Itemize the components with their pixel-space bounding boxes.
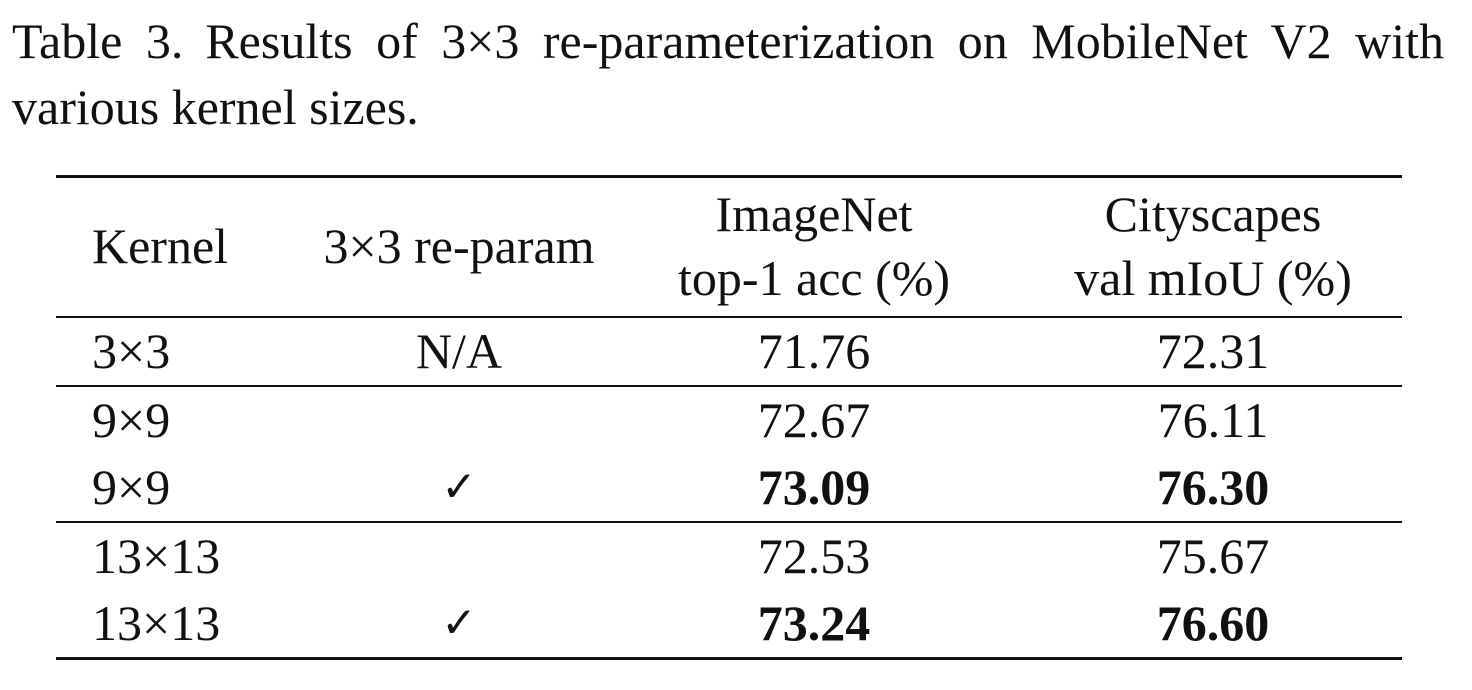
cell-cityscapes-miou: 72.31 [1156,323,1270,379]
table-row: 13×13 72.53 75.67 [56,522,1402,590]
header-imagenet-line1: ImageNet [715,186,913,242]
cell-kernel: 13×13 [92,595,221,651]
caption-text: Results of 3×3 re-parameterization on Mo… [12,13,1445,135]
results-table: Kernel 3×3 re-param ImageNet top-1 acc (… [56,175,1402,660]
checkmark-icon: ✓ [441,462,477,511]
table-row: 3×3 N/A 71.76 72.31 [56,317,1402,386]
header-cityscapes-line1: Cityscapes [1104,186,1322,242]
cell-kernel: 9×9 [92,392,171,448]
cell-kernel: 9×9 [92,459,171,515]
cell-imagenet-acc: 71.76 [757,323,871,379]
results-table-container: Kernel 3×3 re-param ImageNet top-1 acc (… [56,175,1402,660]
table-caption: Table 3. Results of 3×3 re-parameterizati… [12,8,1444,140]
header-imagenet-line2: top-1 acc (%) [677,250,951,306]
cell-imagenet-acc: 73.09 [757,459,871,515]
table-row: 9×9 ✓ 73.09 76.30 [56,454,1402,522]
header-kernel: Kernel [92,218,229,274]
header-cityscapes: Cityscapes val mIoU (%) [1024,177,1402,318]
cell-reparam [314,522,604,590]
cell-cityscapes-miou: 75.67 [1156,528,1270,584]
table-row: 13×13 ✓ 73.24 76.60 [56,590,1402,659]
table-row: 9×9 72.67 76.11 [56,386,1402,454]
header-imagenet: ImageNet top-1 acc (%) [604,177,1024,318]
cell-kernel: 13×13 [92,528,221,584]
cell-cityscapes-miou: 76.60 [1156,595,1270,651]
table-header: Kernel 3×3 re-param ImageNet top-1 acc (… [56,176,1402,318]
cell-reparam [314,386,604,454]
table-label: Table 3. [12,13,184,69]
cell-imagenet-acc: 72.53 [757,528,871,584]
cell-imagenet-acc: 73.24 [757,595,871,651]
cell-imagenet-acc: 72.67 [757,392,871,448]
header-cityscapes-line2: val mIoU (%) [1074,250,1352,306]
cell-cityscapes-miou: 76.30 [1156,459,1270,515]
header-row: Kernel 3×3 re-param ImageNet top-1 acc (… [56,176,1402,318]
header-reparam: 3×3 re-param [323,218,595,274]
checkmark-icon: ✓ [441,598,477,647]
cell-reparam: N/A [415,323,503,379]
cell-kernel: 3×3 [92,323,171,379]
cell-cityscapes-miou: 76.11 [1157,392,1269,448]
table-body: 3×3 N/A 71.76 72.31 9×9 72.67 76.11 9×9 ✓ 73.09 76… [56,317,1402,659]
